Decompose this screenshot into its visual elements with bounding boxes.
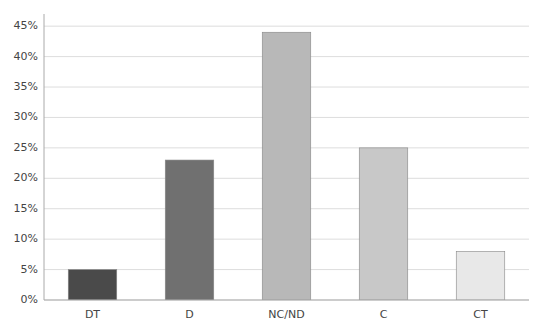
y-tick-label: 0% <box>21 293 38 306</box>
bar <box>456 251 505 300</box>
y-tick-label: 25% <box>14 141 38 154</box>
grid-line <box>44 300 529 301</box>
x-tick-label: C <box>380 308 388 321</box>
chart-container: 0% 5% 10% 15% 20% 25% 30% 35% 40% 45% DT D NC/ND C CT <box>0 0 543 330</box>
x-tick-label: DT <box>85 308 100 321</box>
y-tick-label: 20% <box>14 171 38 184</box>
grid <box>44 26 529 300</box>
x-tick-label: D <box>185 308 193 321</box>
bars <box>68 32 505 300</box>
y-axis: 0% 5% 10% 15% 20% 25% 30% 35% 40% 45% <box>14 19 38 306</box>
bar <box>68 270 117 300</box>
chart-svg: 0% 5% 10% 15% 20% 25% 30% 35% 40% 45% DT D NC/ND C CT <box>0 0 543 330</box>
y-tick-label: 45% <box>14 19 38 32</box>
x-tick-label: CT <box>473 308 488 321</box>
bar <box>262 32 311 300</box>
y-tick-label: 15% <box>14 202 38 215</box>
y-tick-label: 5% <box>21 263 38 276</box>
y-tick-label: 30% <box>14 110 38 123</box>
y-tick-label: 35% <box>14 80 38 93</box>
x-axis: DT D NC/ND C CT <box>85 308 488 321</box>
bar <box>165 160 214 300</box>
x-tick-label: NC/ND <box>268 308 304 321</box>
grid-line <box>44 26 529 27</box>
bar <box>359 148 408 300</box>
y-tick-label: 10% <box>14 232 38 245</box>
y-tick-label: 40% <box>14 50 38 63</box>
y-axis-line <box>44 14 45 300</box>
x-axis-line <box>44 300 529 301</box>
